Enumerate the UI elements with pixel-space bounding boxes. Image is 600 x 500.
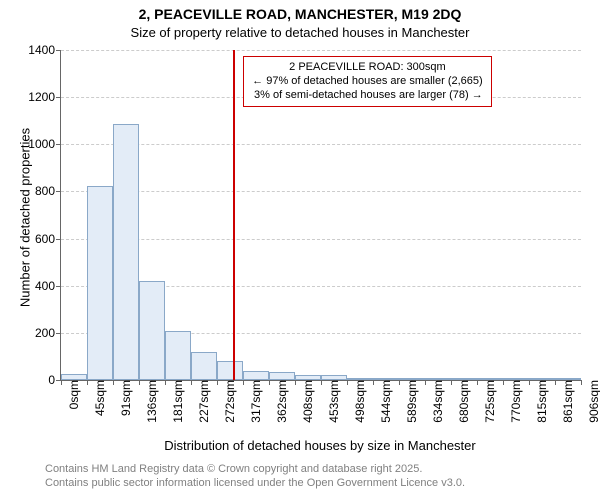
xtick-mark	[347, 380, 348, 385]
ytick-label: 1000	[28, 137, 61, 151]
gridline	[61, 50, 581, 51]
xtick-label: 498sqm	[351, 380, 367, 423]
property-marker-line	[233, 50, 235, 380]
xtick-mark	[477, 380, 478, 385]
xtick-label: 770sqm	[507, 380, 523, 423]
chart-container: 2, PEACEVILLE ROAD, MANCHESTER, M19 2DQ …	[0, 0, 600, 500]
xtick-label: 0sqm	[65, 380, 81, 409]
histogram-bar	[217, 361, 243, 380]
copyright-text: Contains HM Land Registry data © Crown c…	[45, 462, 465, 491]
ytick-label: 0	[48, 373, 61, 387]
xtick-mark	[217, 380, 218, 385]
xtick-mark	[61, 380, 62, 385]
xtick-mark	[503, 380, 504, 385]
xtick-mark	[139, 380, 140, 385]
histogram-bar	[243, 371, 269, 380]
xtick-label: 408sqm	[299, 380, 315, 423]
plot-area: 02004006008001000120014000sqm45sqm91sqm1…	[60, 50, 581, 381]
xtick-label: 544sqm	[377, 380, 393, 423]
annotation-line-1: 2 PEACEVILLE ROAD: 300sqm	[252, 61, 483, 75]
xtick-label: 725sqm	[481, 380, 497, 423]
histogram-bar	[87, 186, 113, 380]
ytick-label: 600	[35, 232, 61, 246]
chart-subtitle: Size of property relative to detached ho…	[0, 25, 600, 40]
xtick-mark	[295, 380, 296, 385]
x-axis-label: Distribution of detached houses by size …	[60, 438, 580, 453]
gridline	[61, 144, 581, 145]
histogram-bar	[269, 372, 295, 380]
xtick-mark	[191, 380, 192, 385]
ytick-label: 200	[35, 326, 61, 340]
xtick-label: 272sqm	[221, 380, 237, 423]
xtick-mark	[581, 380, 582, 385]
xtick-mark	[425, 380, 426, 385]
xtick-label: 227sqm	[195, 380, 211, 423]
xtick-mark	[321, 380, 322, 385]
histogram-bar	[191, 352, 217, 380]
xtick-label: 453sqm	[325, 380, 341, 423]
xtick-label: 91sqm	[117, 380, 133, 416]
ytick-label: 800	[35, 184, 61, 198]
xtick-label: 362sqm	[273, 380, 289, 423]
xtick-mark	[243, 380, 244, 385]
ytick-label: 400	[35, 279, 61, 293]
copyright-line-2: Contains public sector information licen…	[45, 476, 465, 490]
annotation-box: 2 PEACEVILLE ROAD: 300sqm← 97% of detach…	[243, 56, 492, 107]
xtick-mark	[269, 380, 270, 385]
copyright-line-1: Contains HM Land Registry data © Crown c…	[45, 462, 465, 476]
xtick-label: 815sqm	[533, 380, 549, 423]
annotation-line-3: 3% of semi-detached houses are larger (7…	[252, 89, 483, 103]
chart-title: 2, PEACEVILLE ROAD, MANCHESTER, M19 2DQ	[0, 6, 600, 22]
xtick-mark	[373, 380, 374, 385]
xtick-label: 680sqm	[455, 380, 471, 423]
xtick-mark	[113, 380, 114, 385]
xtick-mark	[451, 380, 452, 385]
annotation-line-2: ← 97% of detached houses are smaller (2,…	[252, 75, 483, 89]
xtick-label: 45sqm	[91, 380, 107, 416]
histogram-bar	[139, 281, 165, 380]
xtick-label: 906sqm	[585, 380, 600, 423]
xtick-mark	[87, 380, 88, 385]
xtick-mark	[165, 380, 166, 385]
xtick-label: 136sqm	[143, 380, 159, 423]
xtick-label: 181sqm	[169, 380, 185, 423]
xtick-label: 861sqm	[559, 380, 575, 423]
xtick-mark	[399, 380, 400, 385]
ytick-label: 1200	[28, 90, 61, 104]
ytick-label: 1400	[28, 43, 61, 57]
histogram-bar	[165, 331, 191, 381]
gridline	[61, 191, 581, 192]
xtick-label: 634sqm	[429, 380, 445, 423]
xtick-mark	[555, 380, 556, 385]
xtick-label: 589sqm	[403, 380, 419, 423]
histogram-bar	[113, 124, 139, 380]
xtick-mark	[529, 380, 530, 385]
gridline	[61, 239, 581, 240]
xtick-label: 317sqm	[247, 380, 263, 423]
